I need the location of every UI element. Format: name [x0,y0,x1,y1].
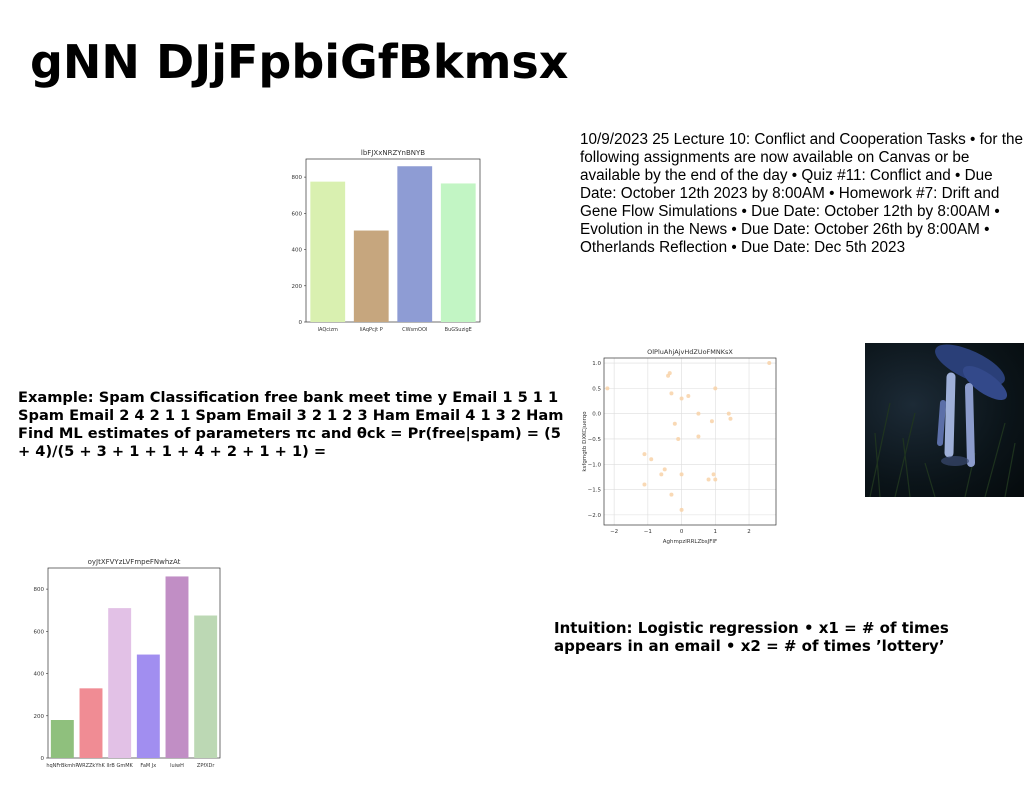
scatter-chart-point-14 [679,507,684,512]
bar-chart-bottom-xtick-label: lIrB GmMK [107,763,134,769]
bar-chart-bottom-xtick-label: hqNFrBkmhP [46,763,78,769]
bar-chart-bottom-xtick-label: FaM Jx [140,763,156,769]
bar-chart-bottom-ytick-label: 400 [34,672,45,678]
scatter-chart-point-16 [696,411,701,416]
scatter-chart-frame [603,357,777,526]
scatter-chart-point-12 [679,396,684,401]
scatter-chart-point-4 [659,472,664,477]
bar-chart-bottom-svg: oyJtXFVYzLVFmpeFNwhzAt 0 200 400 600 800 hqNFr… [34,558,221,769]
scatter-chart-point-21 [713,386,718,391]
bar-chart-bottom-xtick-label: WRZZkYhK [77,763,105,769]
bar-chart-bottom-ytick-label: 200 [34,714,45,720]
bar-chart-top-bar-2 [397,166,433,322]
bar-chart-top-ytick-label: 800 [292,175,303,181]
scatter-chart-xlabel: AghmpzlRRLZbsJFIF [663,539,717,545]
bar-chart-top-ytick-label: 200 [292,284,303,290]
slide-title: gNN DJjFpbiGfBkmsx [30,35,569,89]
bar-chart-top-ytick-label: 0 [299,320,303,326]
bar-chart-top-xtick-label: liAqPcjt P [360,327,383,333]
scatter-chart-ytick-label: 0.5 [592,386,601,392]
scatter-chart-point-9 [669,492,674,497]
scatter-chart-point-2 [642,482,647,487]
bar-chart-top-title: lbFJXxNRZYnBNYB [361,149,425,157]
scatter-chart-ytick-label: −1.5 [588,488,602,494]
bar-chart-bottom-xtick-label: luiwH [170,763,184,769]
bar-chart-top-ytick-label: 400 [292,248,303,254]
scatter-chart-point-15 [686,393,691,398]
bar-chart-top-xtick-label: CWsmOOI [402,327,427,333]
scatter-chart-ytick-label: −0.5 [588,437,602,443]
scatter-chart-point-25 [767,361,772,366]
bar-chart-bottom-bar-2 [108,608,132,758]
mushroom-photo-art [869,344,1016,497]
scatter-chart-xtick-label: −1 [644,529,652,535]
scatter-chart-point-7 [667,371,672,376]
bar-chart-top-xtick-label: BuGSuzigE [445,327,472,333]
scatter-chart-point-23 [726,411,731,416]
scatter-chart-point-11 [676,436,681,441]
bar-chart-bottom-ytick-label: 600 [34,629,45,635]
scatter-chart-title: OlPluAhjAjvHdZUoFMNKsX [647,348,733,356]
bar-chart-bottom-bar-4 [165,576,189,758]
scatter-chart-point-17 [696,434,701,439]
spam-example-text-block: Example: Spam Classification free bank m… [18,389,564,460]
lecture-text-block: 10/9/2023 25 Lecture 10: Conflict and Co… [580,131,1024,256]
bar-chart-top-frame [305,158,481,323]
scatter-chart-ytick-label: −2.0 [588,513,602,519]
bar-chart-bottom-xtick-label: ZPfXDr [197,763,215,769]
scatter-chart-point-18 [706,477,711,482]
scatter-chart-xtick-label: 2 [747,529,751,535]
scatter-chart-point-22 [713,477,718,482]
bar-chart-bottom-bar-5 [194,615,218,758]
bar-chart-top-svg: lbFJXxNRZYnBNYB 0 200 400 600 800 lAQcizm liAqP… [292,149,481,333]
bar-chart-bottom-title: oyJtXFVYzLVFmpeFNwhzAt [88,558,181,566]
bar-chart-top-ytick-label: 600 [292,211,303,217]
scatter-chart-point-13 [679,472,684,477]
scatter-chart-ylabel: ksfgmgtb DXKCjuerqo [582,411,588,472]
logistic-regression-text-block: Intuition: Logistic regression • x1 = # … [554,619,949,655]
bar-chart-bottom-bar-1 [79,688,103,758]
scatter-chart-point-10 [672,421,677,426]
scatter-chart-point-20 [711,472,716,477]
scatter-chart-xtick-label: 0 [680,529,684,535]
mushroom-photo [865,343,1024,497]
scatter-chart-point-5 [662,467,667,472]
bar-chart-top-bar-0 [310,181,346,322]
scatter-chart-ytick-label: 0.0 [592,412,601,418]
scatter-chart-point-0 [605,386,610,391]
bar-chart-bottom-ytick-label: 0 [41,756,45,762]
bar-chart-bottom-bar-3 [136,654,160,758]
bar-chart-top-xtick-label: lAQcizm [318,327,338,333]
bar-chart-top-bar-1 [353,230,389,322]
bar-chart-bottom-frame [47,567,221,759]
bar-chart-bottom-bar-0 [50,720,74,758]
scatter-chart-point-3 [649,457,654,462]
bar-chart-top: lbFJXxNRZYnBNYB 0 200 400 600 800 lAQcizm liAqP… [284,143,490,336]
scatter-chart-ytick-label: −1.0 [588,462,602,468]
scatter-chart-point-8 [669,391,674,396]
scatter-chart-ytick-label: 1.0 [592,361,601,367]
scatter-chart-xtick-label: −2 [610,529,618,535]
scatter-chart-point-19 [709,419,714,424]
bar-chart-bottom-ytick-label: 800 [34,587,45,593]
scatter-chart-point-1 [642,452,647,457]
scatter-chart: OlPluAhjAjvHdZUoFMNKsX −2 −1 0 1 2 1.0 0.5 0.0 −0… [572,342,782,549]
scatter-chart-xtick-label: 1 [714,529,718,535]
bar-chart-bottom: oyJtXFVYzLVFmpeFNwhzAt 0 200 400 600 800 hqNFr… [30,552,230,772]
scatter-chart-svg: OlPluAhjAjvHdZUoFMNKsX −2 −1 0 1 2 1.0 0.5 0.0 −0… [582,348,777,545]
bar-chart-top-bar-3 [440,183,476,322]
scatter-chart-point-24 [728,416,733,421]
